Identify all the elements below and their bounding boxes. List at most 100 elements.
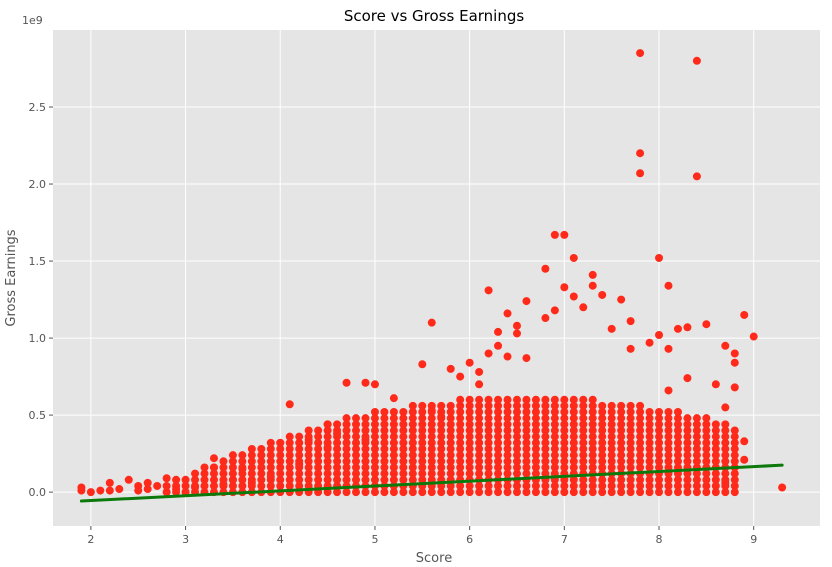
data-point xyxy=(437,444,446,453)
data-point xyxy=(550,420,559,429)
data-point xyxy=(484,395,493,404)
data-point xyxy=(494,395,503,404)
data-point xyxy=(569,451,578,460)
data-point xyxy=(664,481,673,490)
data-point xyxy=(655,444,664,453)
data-point xyxy=(418,360,427,369)
data-point xyxy=(200,469,209,478)
data-point xyxy=(408,463,417,472)
data-point xyxy=(219,469,228,478)
data-point xyxy=(380,451,389,460)
data-point xyxy=(522,451,531,460)
data-point xyxy=(418,414,427,423)
data-point xyxy=(465,451,474,460)
data-point xyxy=(626,401,635,410)
data-point xyxy=(342,469,351,478)
data-point xyxy=(617,432,626,441)
data-point xyxy=(531,481,540,490)
regression-line xyxy=(79,463,784,503)
data-point xyxy=(579,488,588,497)
data-point xyxy=(512,444,521,453)
data-point xyxy=(427,451,436,460)
data-point xyxy=(484,444,493,453)
data-point xyxy=(285,432,294,441)
data-point xyxy=(588,444,597,453)
data-point xyxy=(503,395,512,404)
data-point xyxy=(181,481,190,490)
data-point xyxy=(370,457,379,466)
data-point xyxy=(721,451,730,460)
data-point xyxy=(77,486,86,495)
data-point xyxy=(494,488,503,497)
data-point xyxy=(541,438,550,447)
data-point xyxy=(380,438,389,447)
data-point xyxy=(484,420,493,429)
data-point xyxy=(408,475,417,484)
data-point xyxy=(172,475,181,484)
data-point xyxy=(692,457,701,466)
data-point xyxy=(238,451,247,460)
data-point xyxy=(494,451,503,460)
data-point xyxy=(531,444,540,453)
data-point xyxy=(626,463,635,472)
data-point xyxy=(342,475,351,484)
data-point xyxy=(257,469,266,478)
data-point xyxy=(484,438,493,447)
data-point xyxy=(692,432,701,441)
data-point xyxy=(702,432,711,441)
data-point xyxy=(323,457,332,466)
data-point xyxy=(342,420,351,429)
data-point xyxy=(446,457,455,466)
data-point xyxy=(541,444,550,453)
data-point xyxy=(522,354,531,363)
data-point xyxy=(588,475,597,484)
data-point xyxy=(626,426,635,435)
data-point xyxy=(285,481,294,490)
data-point xyxy=(399,451,408,460)
data-point xyxy=(418,463,427,472)
data-point xyxy=(456,451,465,460)
data-point xyxy=(446,401,455,410)
data-point xyxy=(427,420,436,429)
data-point xyxy=(598,481,607,490)
data-point xyxy=(664,414,673,423)
data-point xyxy=(276,457,285,466)
data-point xyxy=(228,475,237,484)
data-point xyxy=(304,451,313,460)
data-point xyxy=(503,438,512,447)
data-point xyxy=(475,457,484,466)
data-point xyxy=(512,408,521,417)
data-point xyxy=(399,469,408,478)
data-point xyxy=(626,317,635,326)
data-point xyxy=(295,451,304,460)
data-point xyxy=(655,481,664,490)
data-point xyxy=(617,481,626,490)
data-point xyxy=(304,426,313,435)
data-point xyxy=(456,420,465,429)
data-point xyxy=(370,438,379,447)
data-point xyxy=(598,432,607,441)
data-point xyxy=(352,420,361,429)
data-point xyxy=(323,469,332,478)
data-point xyxy=(257,457,266,466)
data-point xyxy=(512,457,521,466)
data-point xyxy=(266,457,275,466)
data-point xyxy=(389,394,398,403)
y-tick-label: 1.0 xyxy=(29,332,47,345)
data-point xyxy=(522,408,531,417)
data-point xyxy=(209,454,218,463)
data-point xyxy=(370,475,379,484)
data-point xyxy=(711,469,720,478)
data-point xyxy=(247,444,256,453)
data-point xyxy=(683,457,692,466)
data-point xyxy=(494,469,503,478)
data-point xyxy=(541,488,550,497)
data-point xyxy=(228,481,237,490)
data-point xyxy=(285,463,294,472)
x-tick-label: 9 xyxy=(750,533,757,546)
data-point xyxy=(617,408,626,417)
data-point xyxy=(191,469,200,478)
data-point xyxy=(475,414,484,423)
data-point xyxy=(380,469,389,478)
